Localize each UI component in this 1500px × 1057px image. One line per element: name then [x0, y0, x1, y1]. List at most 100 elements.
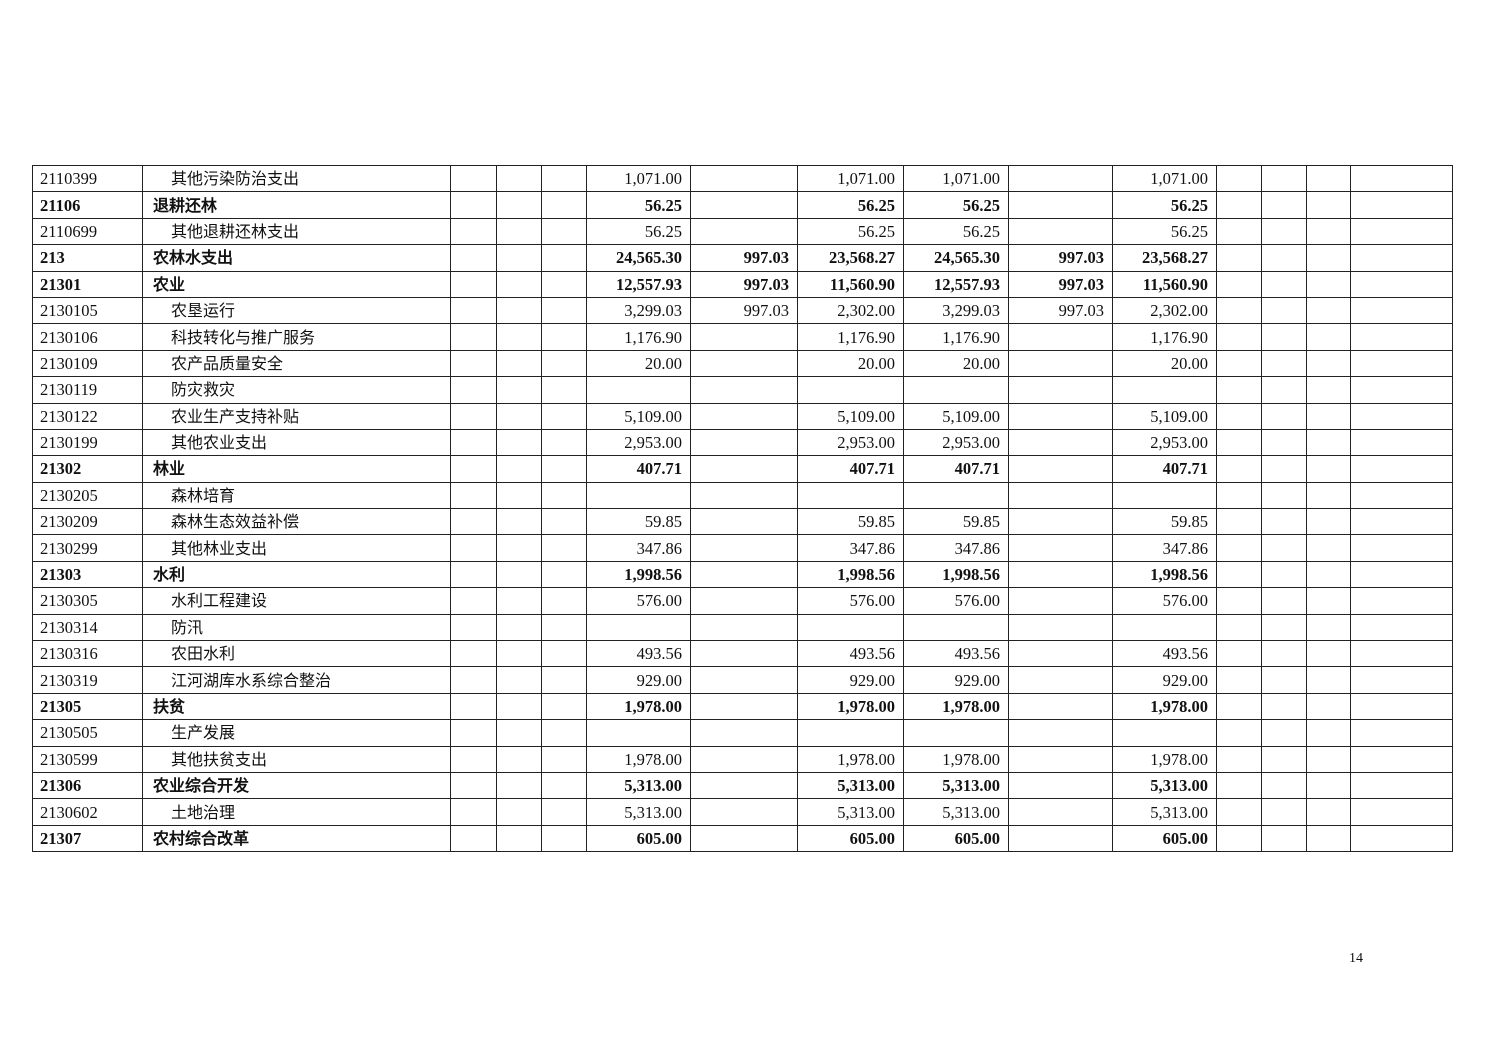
amount-cell — [1008, 481, 1113, 510]
page-number: 14 — [1349, 951, 1363, 966]
empty-cell — [450, 508, 497, 536]
empty-cell — [496, 587, 542, 615]
amount-cell: 11,560.90 — [1112, 270, 1217, 298]
empty-cell — [496, 745, 542, 773]
amount-cell — [1008, 349, 1113, 378]
empty-cell — [450, 613, 497, 642]
amount-cell — [586, 481, 691, 510]
table-row: 2130602 土地治理 5,313.00 5,313.00 5,313.00 5,313… — [32, 798, 1453, 826]
empty-cell — [1216, 428, 1262, 457]
amount-cell — [586, 613, 691, 642]
amount-cell: 5,109.00 — [586, 402, 691, 430]
empty-cell — [1261, 349, 1307, 378]
amount-cell — [797, 481, 904, 510]
amount-cell: 5,109.00 — [903, 402, 1009, 430]
amount-cell — [1008, 745, 1113, 773]
amount-cell — [1008, 191, 1113, 219]
amount-cell: 2,302.00 — [1112, 296, 1217, 325]
amount-cell: 1,998.56 — [586, 560, 691, 589]
amount-cell: 2,953.00 — [586, 428, 691, 457]
empty-cell — [1261, 508, 1307, 536]
table-row: 2130299 其他林业支出 347.86 347.86 347.86 347.86 — [32, 534, 1453, 562]
subject-code-cell: 21306 — [32, 771, 143, 800]
amount-cell — [1112, 613, 1217, 642]
amount-cell — [690, 666, 798, 694]
empty-cell — [450, 323, 497, 351]
amount-cell — [690, 692, 798, 721]
amount-cell — [690, 164, 798, 193]
subject-code-cell: 213 — [32, 244, 143, 272]
amount-cell — [690, 534, 798, 562]
empty-cell — [541, 587, 587, 615]
empty-cell — [541, 323, 587, 351]
amount-cell: 20.00 — [797, 349, 904, 378]
empty-cell — [1216, 349, 1262, 378]
empty-cell — [1261, 217, 1307, 246]
subject-name-cell: 水利工程建设 — [142, 587, 451, 615]
empty-cell — [1350, 349, 1453, 378]
empty-cell — [1350, 191, 1453, 219]
empty-cell — [1306, 376, 1351, 404]
empty-cell — [450, 376, 497, 404]
amount-cell: 605.00 — [586, 824, 691, 853]
amount-cell — [1008, 376, 1113, 404]
empty-cell — [450, 771, 497, 800]
amount-cell: 1,998.56 — [903, 560, 1009, 589]
empty-cell — [1350, 587, 1453, 615]
empty-cell — [1216, 560, 1262, 589]
amount-cell — [1008, 798, 1113, 826]
empty-cell — [1350, 323, 1453, 351]
empty-cell — [541, 719, 587, 747]
empty-cell — [1306, 640, 1351, 668]
amount-cell: 5,313.00 — [586, 771, 691, 800]
amount-cell: 23,568.27 — [1112, 244, 1217, 272]
amount-cell: 59.85 — [586, 508, 691, 536]
empty-cell — [1261, 323, 1307, 351]
empty-cell — [496, 798, 542, 826]
amount-cell: 929.00 — [586, 666, 691, 694]
empty-cell — [1216, 481, 1262, 510]
subject-code-cell: 2130602 — [32, 798, 143, 826]
empty-cell — [1261, 244, 1307, 272]
empty-cell — [1306, 455, 1351, 483]
empty-cell — [450, 217, 497, 246]
amount-cell: 5,313.00 — [586, 798, 691, 826]
subject-code-cell: 2130209 — [32, 508, 143, 536]
empty-cell — [541, 296, 587, 325]
empty-cell — [450, 244, 497, 272]
empty-cell — [541, 798, 587, 826]
amount-cell — [1008, 640, 1113, 668]
empty-cell — [541, 824, 587, 853]
table-body: 2110399 其他污染防治支出 1,071.00 1,071.00 1,071.00 1… — [32, 164, 1453, 853]
empty-cell — [450, 798, 497, 826]
empty-cell — [1350, 771, 1453, 800]
amount-cell: 1,071.00 — [797, 164, 904, 193]
subject-name-cell: 科技转化与推广服务 — [142, 323, 451, 351]
empty-cell — [1306, 692, 1351, 721]
empty-cell — [1261, 745, 1307, 773]
amount-cell: 2,953.00 — [903, 428, 1009, 457]
empty-cell — [541, 692, 587, 721]
subject-name-cell: 生产发展 — [142, 719, 451, 747]
table-row-group: 21302 林业 407.71 407.71 407.71 407.71 — [32, 455, 1453, 483]
amount-cell: 59.85 — [1112, 508, 1217, 536]
empty-cell — [1350, 270, 1453, 298]
empty-cell — [496, 217, 542, 246]
amount-cell — [1008, 613, 1113, 642]
subject-name-cell: 其他污染防治支出 — [142, 164, 451, 193]
amount-cell: 929.00 — [797, 666, 904, 694]
table-row: 2130205 森林培育 — [32, 481, 1453, 510]
amount-cell: 1,176.90 — [903, 323, 1009, 351]
empty-cell — [1350, 376, 1453, 404]
amount-cell: 59.85 — [797, 508, 904, 536]
amount-cell: 407.71 — [586, 455, 691, 483]
empty-cell — [450, 534, 497, 562]
subject-name-cell: 土地治理 — [142, 798, 451, 826]
empty-cell — [1261, 402, 1307, 430]
amount-cell: 24,565.30 — [903, 244, 1009, 272]
amount-cell: 576.00 — [1112, 587, 1217, 615]
amount-cell — [1008, 508, 1113, 536]
subject-name-cell: 农产品质量安全 — [142, 349, 451, 378]
empty-cell — [450, 402, 497, 430]
amount-cell: 493.56 — [797, 640, 904, 668]
